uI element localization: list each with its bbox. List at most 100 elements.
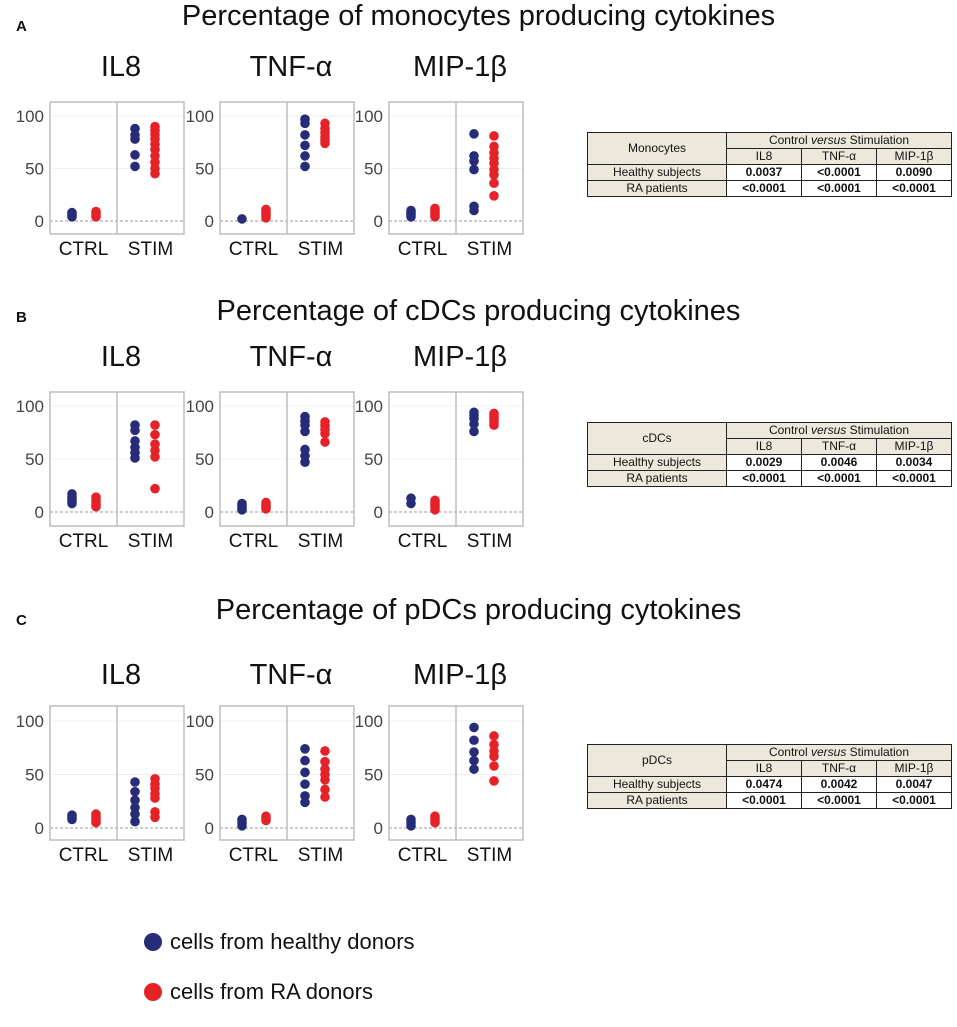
legend-dot-ra [144, 983, 162, 1001]
y-tick-label: 100 [186, 107, 214, 126]
table-header: Control versus Stimulation [726, 422, 952, 439]
point-ra-stim [489, 191, 499, 201]
point-healthy-stim [300, 161, 310, 172]
scatter-plot: MIP-1β 0 50 100 CTRL STIM [355, 341, 524, 552]
x-tick-label: STIM [467, 239, 512, 260]
point-healthy-stim [469, 747, 479, 757]
header-italic: versus [810, 133, 847, 147]
p-value: 0.0037 [726, 164, 802, 181]
y-tick-label: 0 [35, 819, 44, 838]
section-title: Percentage of cDCs producing cytokines [216, 295, 741, 327]
point-ra-stim [150, 452, 160, 462]
y-tick-label: 50 [195, 160, 214, 179]
scatter-plot: MIP-1β 0 50 100 CTRL STIM [355, 51, 524, 260]
stats-table-monocytes: Monocytes Control versus Stimulation IL8… [587, 132, 952, 197]
x-tick-label: CTRL [59, 239, 109, 260]
plot-title: IL8 [101, 51, 141, 83]
point-ra-stim [320, 437, 330, 447]
column-header: TNF-α [801, 438, 877, 455]
column-header: IL8 [726, 438, 802, 455]
point-healthy-stim [469, 764, 479, 774]
column-header: MIP-1β [876, 438, 952, 455]
plot-title: MIP-1β [413, 341, 507, 373]
x-tick-label: CTRL [398, 531, 448, 552]
point-healthy-ctrl [406, 498, 416, 509]
legend: cells from healthy donors cells from RA … [144, 927, 415, 1027]
point-healthy-stim [130, 425, 140, 436]
scatter-plot: TNF-α 0 50 100 CTRL STIM [186, 659, 355, 866]
legend-label: cells from healthy donors [170, 929, 415, 954]
y-tick-label: 100 [355, 397, 383, 416]
table-header: Control versus Stimulation [726, 132, 952, 149]
table-corner: pDCs [587, 744, 727, 777]
x-tick-label: CTRL [229, 531, 279, 552]
point-ra-stim [150, 168, 160, 179]
panel-letter: A [16, 18, 27, 35]
p-value: <0.0001 [801, 164, 877, 181]
x-tick-label: STIM [128, 239, 173, 260]
row-label: Healthy subjects [587, 776, 727, 793]
point-ra-stim [489, 776, 499, 786]
point-ra-stim [489, 731, 499, 741]
p-value: <0.0001 [726, 470, 802, 487]
point-ra-stim [320, 784, 330, 795]
scatter-plot: TNF-α 0 50 100 CTRL STIM [186, 341, 355, 552]
point-ra-stim [320, 792, 330, 802]
p-value: <0.0001 [876, 470, 952, 487]
point-healthy-stim [130, 150, 140, 160]
y-tick-label: 50 [25, 160, 44, 179]
y-tick-label: 0 [374, 819, 383, 838]
point-healthy-stim [300, 744, 310, 754]
point-healthy-stim [469, 735, 479, 746]
point-healthy-stim [469, 426, 479, 437]
point-healthy-stim [130, 816, 140, 827]
point-healthy-stim [300, 140, 310, 151]
y-tick-label: 0 [205, 819, 214, 838]
y-tick-label: 100 [16, 712, 44, 731]
point-ra-stim [150, 483, 160, 494]
table-corner: Monocytes [587, 132, 727, 165]
x-tick-label: STIM [128, 845, 173, 866]
y-tick-label: 50 [25, 766, 44, 785]
column-header: IL8 [726, 760, 802, 777]
plot-title: TNF-α [250, 51, 333, 83]
x-tick-label: CTRL [398, 845, 448, 866]
row-label: Healthy subjects [587, 454, 727, 471]
scatter-plot: IL8 0 50 100 CTRL STIM [16, 51, 185, 260]
p-value: <0.0001 [801, 792, 877, 809]
point-healthy-stim [300, 797, 310, 808]
point-ra-stim [320, 138, 330, 149]
p-value: <0.0001 [726, 792, 802, 809]
column-header: TNF-α [801, 760, 877, 777]
point-ra-stim [320, 428, 330, 439]
column-header: MIP-1β [876, 148, 952, 165]
x-tick-label: STIM [467, 531, 512, 552]
point-ra-stim [320, 775, 330, 785]
p-value: 0.0042 [801, 776, 877, 793]
legend-label: cells from RA donors [170, 979, 373, 1004]
p-value: 0.0474 [726, 776, 802, 793]
point-healthy-stim [130, 161, 140, 172]
point-healthy-stim [300, 130, 310, 140]
point-healthy-stim [300, 755, 310, 766]
panel-letter: C [16, 612, 27, 629]
y-tick-label: 50 [195, 450, 214, 469]
y-tick-label: 50 [364, 160, 383, 179]
point-healthy-ctrl [406, 821, 416, 831]
point-ra-ctrl [91, 817, 101, 828]
point-healthy-stim [300, 118, 310, 129]
y-tick-label: 0 [205, 212, 214, 231]
point-healthy-ctrl [67, 814, 77, 825]
point-ra-ctrl [91, 501, 101, 512]
point-healthy-stim [300, 426, 310, 437]
x-tick-label: CTRL [59, 531, 109, 552]
point-ra-ctrl [430, 817, 440, 828]
point-ra-ctrl [261, 504, 271, 514]
point-ra-stim [150, 812, 160, 823]
point-healthy-stim [469, 156, 479, 166]
header-tail: Stimulation [849, 745, 910, 759]
x-tick-label: STIM [298, 239, 343, 260]
point-healthy-stim [130, 777, 140, 787]
panel-letter: B [16, 309, 27, 326]
